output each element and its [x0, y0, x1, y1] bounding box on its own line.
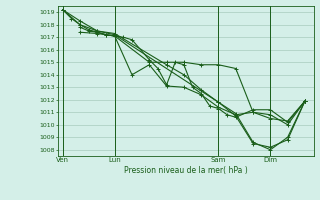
X-axis label: Pression niveau de la mer( hPa ): Pression niveau de la mer( hPa ): [124, 166, 247, 175]
